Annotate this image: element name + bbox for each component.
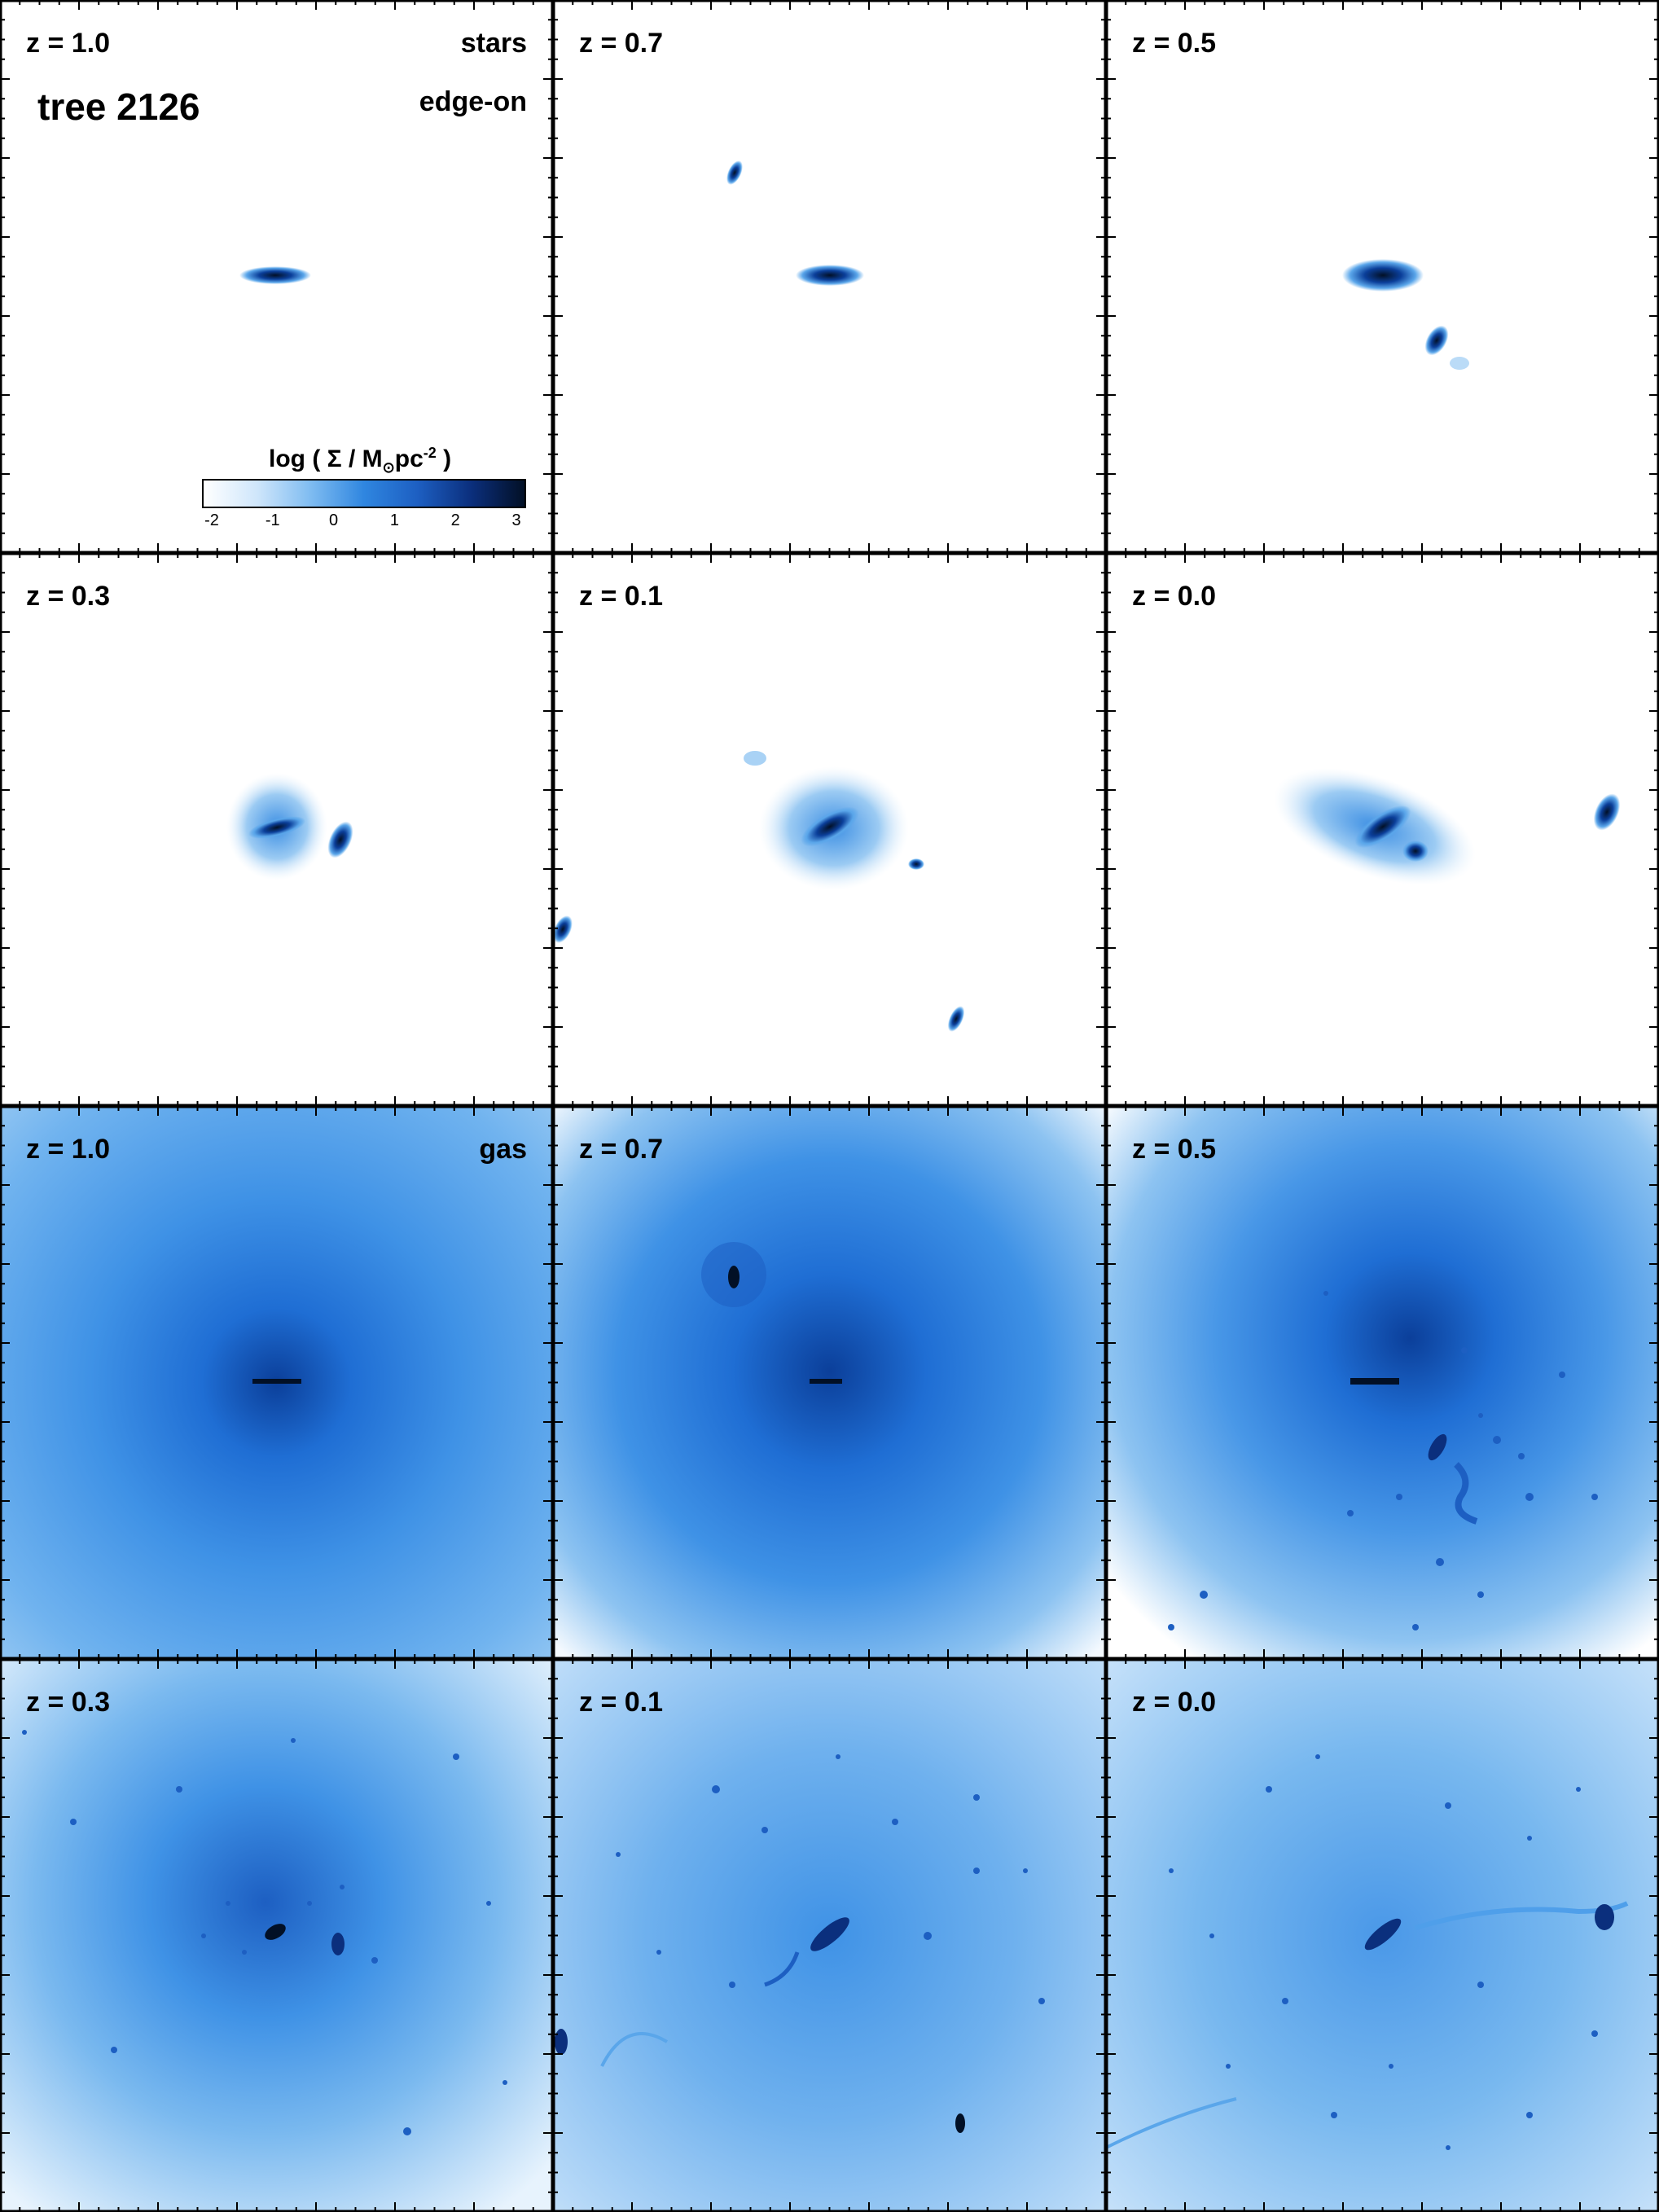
redshift-label: z = 1.0 — [26, 28, 111, 59]
gas-map — [553, 1659, 1106, 2212]
gas-map — [1106, 1659, 1659, 2212]
colorbar-tick-label: -2 — [204, 511, 219, 529]
redshift-label: z = 1.0 — [26, 1134, 111, 1165]
redshift-label: z = 0.3 — [26, 581, 111, 612]
redshift-label: z = 0.5 — [1132, 28, 1217, 59]
gas-map — [0, 1659, 553, 2212]
stars-map — [1342, 259, 1469, 370]
panel-gas-z0.1: z = 0.1 — [553, 1659, 1106, 2212]
redshift-label: z = 0.0 — [1132, 581, 1217, 612]
redshift-label: z = 0.5 — [1132, 1134, 1217, 1165]
stars-map — [226, 773, 353, 880]
redshift-label: z = 0.7 — [579, 1134, 664, 1165]
panel-gas-z0.0: z = 0.0 — [1106, 1659, 1659, 2212]
colorbar — [202, 479, 526, 508]
colorbar-tick-label: 2 — [450, 511, 460, 529]
panel-gas-z1.0: z = 1.0 gas — [0, 1106, 553, 1659]
stars-map — [553, 751, 965, 1032]
gas-map — [553, 1106, 1106, 1659]
stars-map — [1274, 768, 1621, 885]
panel-stars-z0.7: z = 0.7 — [553, 0, 1106, 553]
stars-map — [726, 160, 864, 286]
redshift-label: z = 0.0 — [1132, 1687, 1217, 1718]
tree-label: tree 2126 — [37, 86, 200, 128]
panel-stars-z1.0: z = 1.0 stars edge-on tree 2126 log ( Σ … — [0, 0, 553, 553]
component-label: gas — [479, 1134, 527, 1165]
colorbar-tick-label: 3 — [511, 511, 521, 529]
panel-stars-z0.1: z = 0.1 — [553, 553, 1106, 1106]
panel-stars-z0.5: z = 0.5 — [1106, 0, 1659, 553]
gas-map — [0, 1106, 553, 1659]
redshift-label: z = 0.1 — [579, 1687, 664, 1718]
panel-gas-z0.7: z = 0.7 — [553, 1106, 1106, 1659]
panel-stars-z0.0: z = 0.0 — [1106, 553, 1659, 1106]
view-label: edge-on — [419, 86, 527, 117]
colorbar-tick-label: 1 — [389, 511, 399, 529]
redshift-label: z = 0.1 — [579, 581, 664, 612]
redshift-label: z = 0.7 — [579, 28, 664, 59]
redshift-label: z = 0.3 — [26, 1687, 111, 1718]
panel-gas-z0.3: z = 0.3 — [0, 1659, 553, 2212]
panel-gas-z0.5: z = 0.5 — [1106, 1106, 1659, 1659]
colorbar-title: log ( Σ / M⊙pc-2 ) — [269, 445, 452, 476]
colorbar-ticks: -2 -1 0 1 2 3 — [202, 511, 526, 531]
panel-stars-z0.3: z = 0.3 — [0, 553, 553, 1106]
gas-map — [1106, 1106, 1659, 1659]
colorbar-tick-label: 0 — [329, 511, 339, 529]
colorbar-tick-label: -1 — [265, 511, 280, 529]
component-label: stars — [460, 28, 527, 59]
